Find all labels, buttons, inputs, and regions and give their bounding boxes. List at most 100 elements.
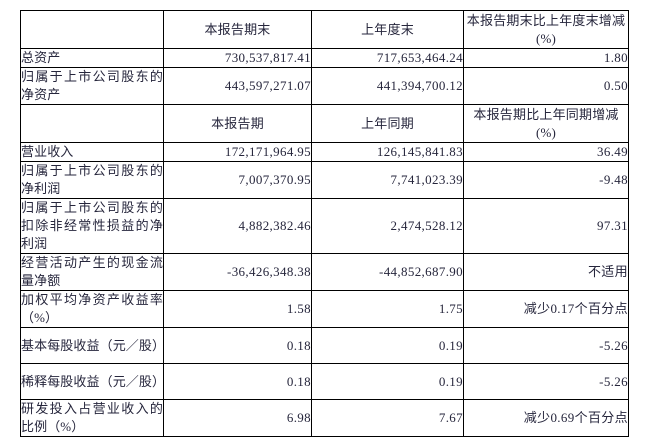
header-label-previous-period: 上年同期 <box>361 115 414 131</box>
table-header-row-period-end: 本报告期末 上年度末 本报告期末比上年度末增减(%) <box>20 10 629 49</box>
row-label-net-assets-attributable: 归属于上市公司股东的净资产 <box>20 67 164 105</box>
row-label-diluted-eps: 稀释每股收益（元／股） <box>20 363 166 400</box>
row-label-operating-revenue: 营业收入 <box>20 142 164 162</box>
cell-value: 7.67 <box>438 410 463 425</box>
cell-value: 441,394,700.12 <box>376 78 463 93</box>
cell-value: 0.50 <box>603 78 628 93</box>
row-label-basic-eps: 基本每股收益（元／股） <box>20 327 166 364</box>
row-label-rd-expense-ratio: 研发投入占营业收入的比例（%） <box>20 399 164 437</box>
cell-value: 不适用 <box>587 264 628 279</box>
cell-value: 6.98 <box>286 410 311 425</box>
header-cell-change-period-end: 本报告期末比上年度末增减(%) <box>463 10 629 49</box>
cell-net-profit-excl-current: 4,882,382.46 <box>163 198 312 254</box>
cell-operating-revenue-previous: 126,145,841.83 <box>311 142 464 162</box>
cell-value: 1.75 <box>438 301 463 316</box>
cell-value: 7,741,023.39 <box>390 172 463 187</box>
cell-value: 0.18 <box>286 337 311 353</box>
cell-net-profit-change: -9.48 <box>463 161 629 199</box>
table-row: 经营活动产生的现金流量净额 -36,426,348.38 -44,852,687… <box>20 253 629 291</box>
cell-weighted-roe-current: 1.58 <box>163 290 312 328</box>
table-row: 归属于上市公司股东的净资产 443,597,271.07 441,394,700… <box>20 67 629 105</box>
cell-cash-flow-change: 不适用 <box>463 253 629 291</box>
table-header-row-period: 本报告期 上年同期 本报告期比上年同期增减(%) <box>20 104 629 143</box>
row-label-text: 加权平均净资产收益率（%） <box>21 292 163 325</box>
row-label-text: 归属于上市公司股东的净利润 <box>21 163 163 196</box>
table-row: 加权平均净资产收益率（%） 1.58 1.75 减少0.17个百分点 <box>20 290 629 328</box>
header-cell-blank-1 <box>20 10 164 49</box>
table-row: 基本每股收益（元／股） 0.18 0.19 -5.26 <box>20 327 629 364</box>
header-label-current-period: 本报告期 <box>211 115 264 131</box>
table-row: 营业收入 172,171,964.95 126,145,841.83 36.49 <box>20 142 629 162</box>
cell-value: -44,852,687.90 <box>379 264 463 279</box>
cell-value: 1.58 <box>286 301 311 316</box>
table-row: 归属于上市公司股东的净利润 7,007,370.95 7,741,023.39 … <box>20 161 629 199</box>
header-label-previous-year-end: 上年度末 <box>361 21 414 37</box>
cell-value: -9.48 <box>599 172 628 187</box>
cell-weighted-roe-previous: 1.75 <box>311 290 464 328</box>
header-label-current-period-end: 本报告期末 <box>204 21 271 37</box>
cell-value: 126,145,841.83 <box>376 144 463 159</box>
row-label-total-assets: 总资产 <box>20 48 164 68</box>
cell-cash-flow-current: -36,426,348.38 <box>163 253 312 291</box>
cell-value: 7,007,370.95 <box>238 172 311 187</box>
cell-value: 36.49 <box>597 144 628 159</box>
cell-value: 443,597,271.07 <box>224 78 311 93</box>
table-row: 稀释每股收益（元／股） 0.18 0.19 -5.26 <box>20 363 629 400</box>
cell-value: 730,537,817.41 <box>224 50 311 65</box>
cell-value: -36,426,348.38 <box>227 264 311 279</box>
row-label-text: 营业收入 <box>21 144 74 159</box>
header-cell-current-period: 本报告期 <box>163 104 312 143</box>
cell-value: 172,171,964.95 <box>224 144 311 159</box>
cell-value: 减少0.17个百分点 <box>523 301 628 316</box>
header-cell-change-period: 本报告期比上年同期增减(%) <box>463 104 629 143</box>
header-cell-previous-year-end: 上年度末 <box>311 10 464 49</box>
header-cell-current-period-end: 本报告期末 <box>163 10 312 49</box>
cell-diluted-eps-previous: 0.19 <box>311 363 464 400</box>
cell-operating-revenue-current: 172,171,964.95 <box>163 142 312 162</box>
cell-total-assets-change: 1.80 <box>463 48 629 68</box>
row-label-text: 稀释每股收益（元／股） <box>21 373 166 389</box>
cell-value: 2,474,528.12 <box>390 218 463 233</box>
table-row: 总资产 730,537,817.41 717,653,464.24 1.80 <box>20 48 629 68</box>
header-label-change-period: 本报告期比上年同期增减(%) <box>473 106 619 140</box>
cell-rd-ratio-change: 减少0.69个百分点 <box>463 399 629 437</box>
row-label-text: 归属于上市公司股东的净资产 <box>21 69 163 102</box>
header-cell-previous-period: 上年同期 <box>311 104 464 143</box>
row-label-text: 研发投入占营业收入的比例（%） <box>21 401 163 434</box>
cell-value: 717,653,464.24 <box>376 50 463 65</box>
row-label-text: 归属于上市公司股东的扣除非经常性损益的净利润 <box>21 200 163 251</box>
table-row: 研发投入占营业收入的比例（%） 6.98 7.67 减少0.69个百分点 <box>20 399 629 437</box>
header-label-change-period-end: 本报告期末比上年度末增减(%) <box>466 12 626 46</box>
cell-value: -5.26 <box>599 337 628 353</box>
cell-net-profit-excl-change: 97.31 <box>463 198 629 254</box>
row-label-net-profit-excl-nonrecurring: 归属于上市公司股东的扣除非经常性损益的净利润 <box>20 198 164 254</box>
cell-value: 1.80 <box>603 50 628 65</box>
cell-basic-eps-previous: 0.19 <box>311 327 464 364</box>
cell-net-profit-current: 7,007,370.95 <box>163 161 312 199</box>
row-label-net-profit-attributable: 归属于上市公司股东的净利润 <box>20 161 164 199</box>
cell-net-profit-excl-previous: 2,474,528.12 <box>311 198 464 254</box>
cell-value: 4,882,382.46 <box>238 218 311 233</box>
row-label-text: 总资产 <box>21 50 61 65</box>
cell-rd-ratio-current: 6.98 <box>163 399 312 437</box>
cell-value: 减少0.69个百分点 <box>523 410 628 425</box>
cell-basic-eps-current: 0.18 <box>163 327 312 364</box>
cell-net-assets-previous: 441,394,700.12 <box>311 67 464 105</box>
cell-net-assets-change: 0.50 <box>463 67 629 105</box>
cell-rd-ratio-previous: 7.67 <box>311 399 464 437</box>
cell-value: -5.26 <box>599 373 628 389</box>
cell-net-profit-previous: 7,741,023.39 <box>311 161 464 199</box>
row-label-operating-cash-flow: 经营活动产生的现金流量净额 <box>20 253 164 291</box>
cell-diluted-eps-change: -5.26 <box>463 363 629 400</box>
header-cell-blank-2 <box>20 104 164 143</box>
cell-total-assets-previous: 717,653,464.24 <box>311 48 464 68</box>
cell-diluted-eps-current: 0.18 <box>163 363 312 400</box>
cell-basic-eps-change: -5.26 <box>463 327 629 364</box>
cell-value: 97.31 <box>597 218 628 233</box>
cell-cash-flow-previous: -44,852,687.90 <box>311 253 464 291</box>
row-label-text: 基本每股收益（元／股） <box>21 337 166 353</box>
cell-total-assets-current: 730,537,817.41 <box>163 48 312 68</box>
cell-value: 0.19 <box>438 337 463 353</box>
cell-operating-revenue-change: 36.49 <box>463 142 629 162</box>
